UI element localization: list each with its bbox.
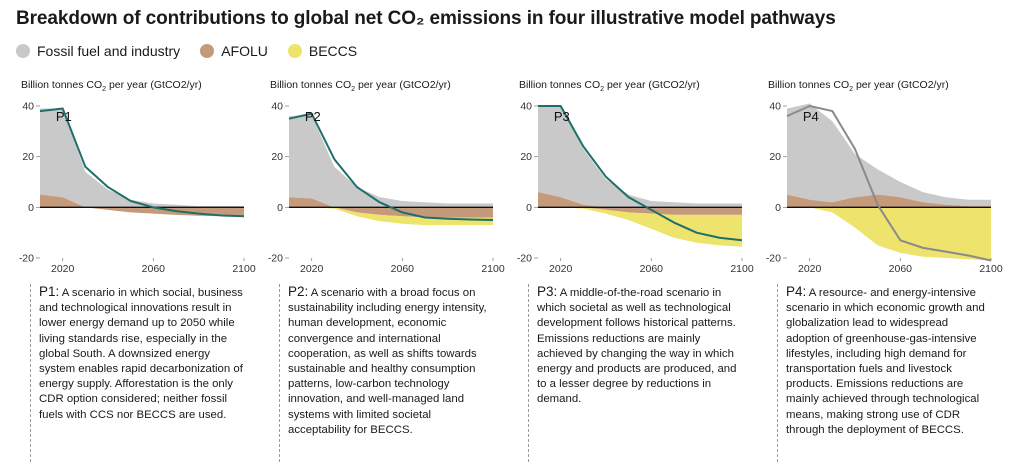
area-fossil-fuel-industry: [538, 106, 742, 208]
x-tick-label: 2060: [391, 263, 415, 275]
x-tick-label: 2100: [979, 263, 1003, 275]
y-tick-label: 40: [769, 101, 781, 113]
chart-title: Breakdown of contributions to global net…: [16, 8, 836, 29]
description-p3: P3: A middle-of-the-road scenario in whi…: [528, 284, 744, 462]
chart-p4: -20 0 20 40 2020 2060 2100 P4: [766, 101, 1003, 276]
area-afolu-negative: [289, 207, 493, 218]
legend-item-beccs: BECCS: [287, 43, 358, 59]
y-axis-label: Billion tonnes CO2 per year (GtCO2/yr): [21, 79, 202, 94]
y-tick-label: 40: [520, 101, 532, 113]
description-p2: P2: A scenario with a broad focus on sus…: [279, 284, 495, 462]
area-fossil-fuel-industry: [40, 108, 244, 208]
area-beccs: [787, 207, 991, 261]
y-tick-label: 40: [271, 101, 283, 113]
description-text: A scenario in which social, business and…: [39, 287, 243, 421]
legend-swatch-beccs: [287, 44, 302, 58]
area-afolu-positive: [787, 194, 991, 208]
area-fossil-fuel-industry: [787, 103, 991, 207]
chart-p3: -20 0 20 40 2020 2060 2100 P3: [517, 101, 754, 276]
x-tick-label: 2100: [730, 263, 754, 275]
x-tick-label: 2020: [798, 263, 822, 275]
description-label: P2:: [288, 284, 309, 299]
area-fossil-fuel-industry: [289, 114, 493, 208]
net-emissions-line: [39, 107, 245, 218]
net-emissions-line: [538, 105, 743, 242]
chart-p1: -20 0 20 40 2020 2060 2100 P1: [19, 101, 256, 276]
x-tick-label: 2020: [51, 263, 75, 275]
net-emissions-line: [786, 105, 992, 262]
area-beccs: [538, 207, 742, 247]
legend-label-beccs: BECCS: [308, 43, 358, 59]
pathway-label: P1: [56, 109, 72, 124]
legend-item-fossil: Fossil fuel and industry: [16, 43, 180, 59]
area-afolu-positive: [40, 194, 244, 208]
x-tick-label: 2060: [640, 263, 664, 275]
description-label: P1:: [39, 284, 60, 299]
area-afolu-positive: [538, 192, 742, 208]
description-text: A resource- and energy-intensive scenari…: [786, 287, 985, 436]
y-tick-label: 20: [271, 151, 283, 163]
description-text: A middle-of-the-road scenario in which s…: [537, 287, 737, 406]
y-tick-label: 0: [277, 202, 283, 214]
y-tick-label: -20: [766, 253, 781, 265]
y-tick-label: 0: [526, 202, 532, 214]
panel-p3: Billion tonnes CO2 per year (GtCO2/yr) -…: [514, 78, 754, 470]
y-tick-label: 20: [520, 151, 532, 163]
description-text: A scenario with a broad focus on sustain…: [288, 287, 487, 436]
panel-p4: Billion tonnes CO2 per year (GtCO2/yr) -…: [763, 78, 1003, 470]
x-tick-label: 2060: [889, 263, 913, 275]
pathway-label: P3: [554, 109, 570, 124]
y-tick-label: 20: [22, 151, 34, 163]
description-label: P4:: [786, 284, 807, 299]
legend-item-afolu: AFOLU: [200, 43, 268, 59]
y-tick-label: -20: [268, 253, 283, 265]
y-axis-label: Billion tonnes CO2 per year (GtCO2/yr): [519, 79, 700, 94]
panel-p2: Billion tonnes CO2 per year (GtCO2/yr) -…: [265, 78, 505, 470]
y-tick-label: 0: [28, 202, 34, 214]
net-emissions-line: [288, 112, 494, 221]
area-afolu-positive: [289, 197, 493, 208]
legend-swatch-afolu: [200, 44, 215, 58]
legend: Fossil fuel and industry AFOLU BECCS: [16, 43, 377, 59]
x-tick-label: 2100: [232, 263, 256, 275]
y-tick-label: -20: [517, 253, 532, 265]
legend-label-afolu: AFOLU: [221, 43, 268, 59]
legend-label-fossil: Fossil fuel and industry: [37, 43, 181, 59]
area-beccs: [289, 207, 493, 226]
pathway-label: P2: [305, 109, 321, 124]
y-tick-label: 20: [769, 151, 781, 163]
y-tick-label: -20: [19, 253, 34, 265]
y-tick-label: 0: [775, 202, 781, 214]
description-p4: P4: A resource- and energy-intensive sce…: [777, 284, 993, 462]
y-axis-label: Billion tonnes CO2 per year (GtCO2/yr): [270, 79, 451, 94]
y-axis-label: Billion tonnes CO2 per year (GtCO2/yr): [768, 79, 949, 94]
x-tick-label: 2020: [549, 263, 573, 275]
chart-p2: -20 0 20 40 2020 2060 2100 P2: [268, 101, 505, 276]
y-tick-label: 40: [22, 101, 34, 113]
x-tick-label: 2060: [142, 263, 166, 275]
legend-swatch-fossil: [16, 44, 30, 58]
area-afolu-negative: [538, 207, 742, 215]
x-tick-label: 2020: [300, 263, 324, 275]
description-label: P3:: [537, 284, 558, 299]
description-p1: P1: A scenario in which social, business…: [30, 284, 246, 462]
panel-p1: Billion tonnes CO2 per year (GtCO2/yr) -…: [16, 78, 256, 470]
x-tick-label: 2100: [481, 263, 505, 275]
pathway-label: P4: [803, 109, 819, 124]
